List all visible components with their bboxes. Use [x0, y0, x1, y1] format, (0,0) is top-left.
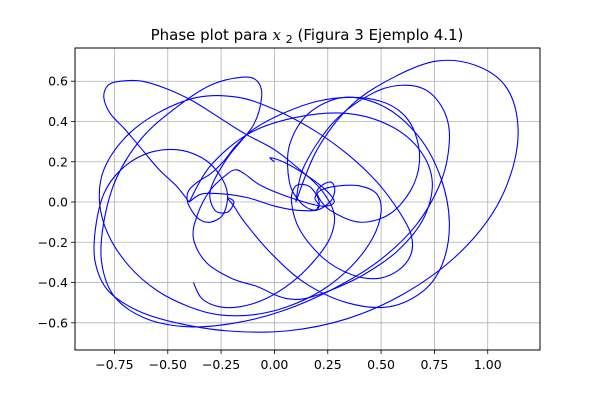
plot-frame: [74, 47, 541, 351]
trajectory-line-2: [93, 59, 519, 333]
y-tick-label: 0.6: [48, 74, 68, 89]
chart-title-subscript: 2: [286, 33, 293, 46]
x-tick-label: 0.25: [314, 357, 342, 372]
y-tick-label: −0.4: [38, 275, 68, 290]
x-tick-label: 0.75: [420, 357, 448, 372]
series-layer: [93, 59, 519, 333]
x-tick-label: 0.00: [261, 357, 289, 372]
y-axis-ticks: −0.6 −0.4 −0.2 0.0 0.2 0.4 0.6: [38, 74, 75, 330]
x-tick-label: −0.75: [95, 357, 133, 372]
y-tick-label: −0.2: [38, 235, 68, 250]
chart-title: Phase plot para x 2 (Figura 3 Ejemplo 4.…: [151, 26, 464, 47]
chart-title-suffix: (Figura 3 Ejemplo 4.1): [298, 26, 464, 44]
y-tick-label: 0.0: [48, 195, 68, 210]
y-tick-label: 0.4: [48, 114, 68, 129]
y-tick-label: −0.6: [38, 315, 68, 330]
trajectory-line-4: [103, 79, 336, 309]
x-axis-ticks: −0.75 −0.50 −0.25 0.00 0.25 0.50 0.75 1.00: [95, 350, 502, 372]
chart-title-prefix: Phase plot para: [151, 26, 273, 44]
chart-title-variable: x: [273, 26, 282, 44]
x-tick-label: −0.50: [149, 357, 187, 372]
x-tick-label: −0.25: [202, 357, 240, 372]
trajectory-line-3: [188, 112, 433, 300]
trajectory-line-1: [98, 76, 451, 328]
x-tick-label: 1.00: [474, 357, 502, 372]
y-tick-label: 0.2: [48, 154, 68, 169]
x-tick-label: 0.50: [367, 357, 395, 372]
